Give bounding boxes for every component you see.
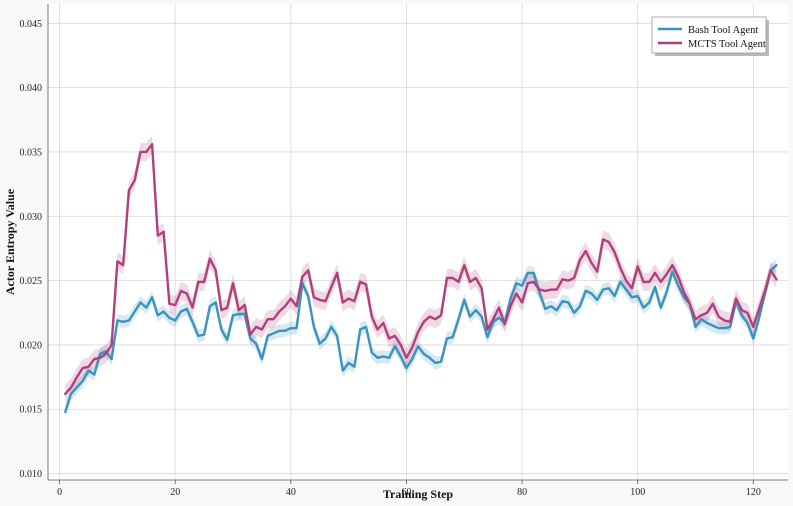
- x-axis-title: Training Step: [383, 487, 453, 501]
- x-tick-label: 20: [170, 487, 180, 498]
- plot-background: [48, 4, 788, 480]
- y-tick-label: 0.030: [20, 212, 43, 223]
- y-tick-label: 0.020: [20, 340, 43, 351]
- x-tick-label: 80: [517, 487, 527, 498]
- y-tick-label: 0.015: [20, 405, 43, 416]
- legend-label-bash: Bash Tool Agent: [688, 25, 758, 36]
- y-tick-label: 0.040: [20, 83, 43, 94]
- x-tick-label: 40: [286, 487, 296, 498]
- series-lines: [64, 143, 778, 413]
- y-tick-label: 0.010: [20, 469, 43, 480]
- y-tick-label: 0.045: [20, 19, 43, 30]
- axes: 0.010 0.015 0.020 0.025 0.030 0.035 0.040 0.045…: [20, 4, 788, 498]
- x-tick-label: 0: [57, 487, 62, 498]
- x-tick-label: 60: [401, 487, 411, 498]
- series-line-bash: [64, 264, 778, 413]
- legend-label-mcts: MCTS Tool Agent: [688, 39, 766, 50]
- gridlines: [48, 4, 788, 480]
- x-tick-label: 120: [746, 487, 761, 498]
- legend-box: [651, 16, 767, 54]
- legend: Bash Tool Agent MCTS Tool Agent: [651, 16, 769, 56]
- y-tick-label: 0.025: [20, 276, 43, 287]
- x-tick-label: 100: [630, 487, 645, 498]
- series-line-mcts: [64, 143, 778, 395]
- y-axis-title: Actor Entropy Value: [3, 188, 17, 295]
- y-tick-label: 0.035: [20, 147, 43, 158]
